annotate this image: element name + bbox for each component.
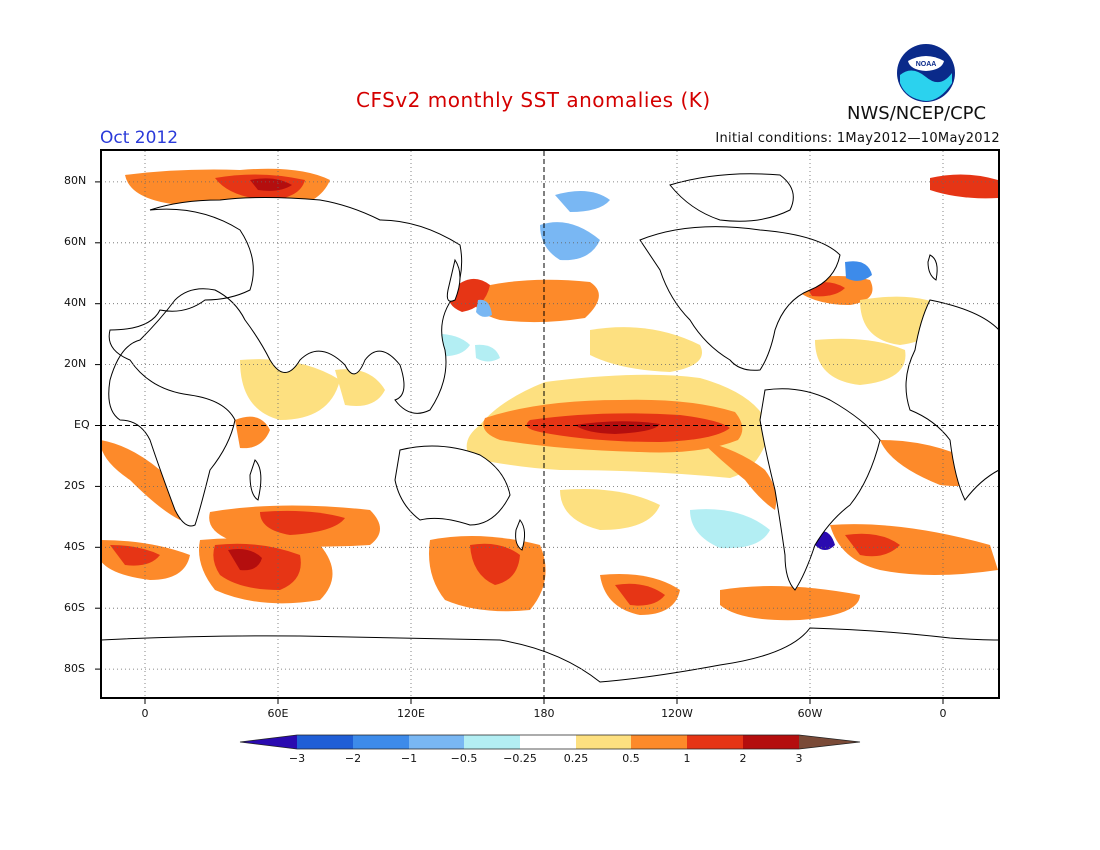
anomaly-bering-cool (540, 222, 600, 261)
anomaly-south-atlantic-west-red (110, 545, 160, 566)
anomaly-field (101, 168, 998, 621)
colorbar-segment (520, 735, 576, 749)
colorbar-tick-label: 0.25 (563, 752, 589, 765)
colorbar-tick-label: −1 (400, 752, 418, 765)
anomaly-bay-bengal (335, 369, 385, 406)
anomaly-kuroshio-orange (470, 279, 599, 323)
organization-label: NWS/NCEP/CPC (847, 103, 987, 124)
anomaly-barents-darkred (250, 178, 292, 191)
anomaly-indian-50s-darkred (228, 549, 262, 571)
colorbar-segment (409, 735, 464, 749)
lat-label: 60N (64, 235, 87, 248)
colorbar-segment (297, 735, 353, 749)
logo-text: NOAA (916, 61, 937, 68)
lat-label: 20N (64, 357, 87, 370)
anomaly-south-pacific-midlat (560, 489, 660, 530)
anomaly-east-pacific-coast (700, 440, 777, 510)
colorbar-tick-label: 0.5 (622, 752, 640, 765)
noaa-logo-icon: NOAA (897, 44, 955, 102)
anomaly-southeast-pacific-red (615, 583, 665, 606)
lon-label: 120E (397, 707, 425, 720)
colorbar (239, 734, 861, 750)
anomaly-australia-south-red (470, 543, 520, 585)
lat-label: 20S (64, 479, 85, 492)
axis-ticks (95, 181, 944, 704)
anomaly-north-pacific-subtropic (590, 327, 702, 372)
lat-label: 40N (64, 296, 87, 309)
land-greenland (669, 173, 794, 222)
lon-label: 60E (267, 707, 289, 720)
colorbar-tick-label: 1 (683, 752, 691, 765)
anomaly-greenland-east (930, 174, 998, 199)
anomaly-benguela (101, 440, 183, 520)
lat-label: 80S (64, 662, 85, 675)
logo-wave (900, 70, 952, 101)
initial-conditions: Initial conditions: 1May2012—10May2012 (715, 131, 1000, 146)
lat-label: 60S (64, 601, 85, 614)
anomaly-eq-pacific-darkred (575, 421, 660, 434)
lon-label: 180 (533, 707, 555, 720)
colorbar-tick-label: −0.5 (450, 752, 478, 765)
land-japan (446, 258, 461, 302)
anomaly-south-indian-red (260, 510, 345, 535)
anomaly-tropical-atlantic-yellow (815, 338, 906, 385)
colorbar-segment (464, 735, 520, 749)
colorbar-segment (743, 735, 799, 749)
colorbar-tick-label: −2 (344, 752, 362, 765)
anomaly-south-pacific-cool (690, 509, 770, 549)
colorbar-tick-label: 2 (739, 752, 747, 765)
land-australia (394, 445, 511, 526)
colorbar-segment (240, 735, 297, 749)
lon-label: 0 (939, 707, 947, 720)
gridlines (101, 151, 999, 697)
map-frame (100, 149, 1000, 699)
lat-label: 80N (64, 174, 87, 187)
colorbar-tick-label: 3 (795, 752, 803, 765)
colorbar-segment (799, 735, 860, 749)
land-new-zealand (515, 519, 526, 551)
colorbar-segment (631, 735, 687, 749)
lat-label: EQ (74, 418, 90, 431)
chart-title: CFSv2 monthly SST anomalies (K) (356, 88, 711, 112)
anomaly-arabian-sea (240, 359, 340, 420)
colorbar-tick-label: −3 (288, 752, 306, 765)
colorbar-segment (576, 735, 631, 749)
anomaly-somalia-orange (235, 416, 270, 449)
colorbar-segment (687, 735, 743, 749)
colorbar-segment (353, 735, 409, 749)
anomaly-kuroshio-blue (476, 299, 492, 317)
lon-label: 120W (661, 707, 693, 720)
land-antarctica (101, 627, 999, 698)
anomaly-south-atlantic-east (830, 524, 998, 575)
logo-bird (908, 56, 944, 71)
land-uk (927, 254, 938, 281)
coastlines (101, 173, 999, 698)
forecast-period: Oct 2012 (100, 128, 179, 148)
anomaly-hawaii-cool (475, 344, 500, 362)
colorbar-tick-label: −0.25 (503, 752, 537, 765)
land-madagascar (249, 459, 262, 501)
anomaly-south-atlantic-east-red (845, 533, 900, 557)
lat-label: 40S (64, 540, 85, 553)
lon-label: 0 (141, 707, 149, 720)
colorbar-outline (239, 734, 861, 750)
anomaly-beaufort-cool (555, 191, 610, 212)
anomaly-drake (720, 586, 860, 621)
land-south-america (759, 388, 881, 591)
lon-label: 60W (797, 707, 823, 720)
anomaly-labrador-cool (845, 261, 872, 281)
land-north-america (639, 226, 841, 371)
